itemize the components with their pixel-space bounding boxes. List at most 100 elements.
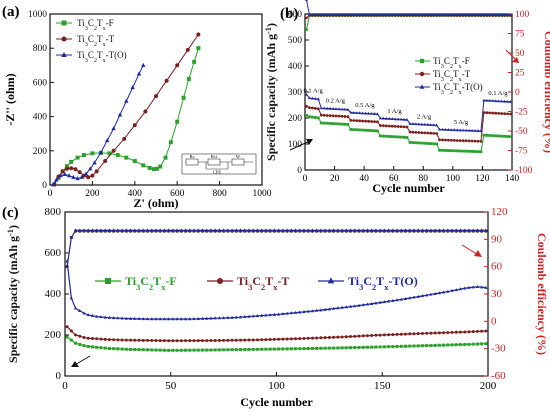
panel-b-capacity-point-T bbox=[325, 114, 329, 117]
panel-b-capacity-point-T bbox=[361, 119, 365, 123]
panel-c-capacity-point-T bbox=[365, 334, 369, 338]
panel-c-capacity-point-T bbox=[112, 338, 116, 342]
panel-b-capacity-point-T bbox=[328, 114, 332, 118]
panel-c-capacity-point-F bbox=[365, 345, 369, 349]
panel-c-capacity-point-F bbox=[281, 347, 285, 351]
panel-a-point-TO bbox=[54, 177, 59, 182]
panel-b-capacity-point-F bbox=[509, 135, 512, 139]
panel-b-capacity-point-TO bbox=[331, 107, 335, 110]
panel-c-ce-point-TO bbox=[221, 228, 226, 232]
panel-c-ce-point-TO bbox=[437, 228, 442, 232]
panel-c-legend-marker bbox=[105, 278, 111, 284]
panel-c-capacity-point-T bbox=[442, 331, 446, 335]
panel-c-capacity-point-TO bbox=[441, 290, 446, 294]
panel-b-capacity-point-T bbox=[349, 118, 353, 122]
panel-b-ce-point-T bbox=[305, 16, 308, 20]
panel-c-ce-point-TO bbox=[463, 228, 467, 232]
panel-c-legend-label-part: T bbox=[376, 274, 384, 288]
panel-c-capacity-point-TO bbox=[166, 317, 171, 321]
panel-b-x-tick-label: 60 bbox=[389, 174, 399, 184]
panel-a-inset-label: W bbox=[236, 154, 241, 159]
panel-b-capacity-point-TO bbox=[508, 100, 513, 103]
panel-b-y2-tick-label: 25 bbox=[515, 69, 525, 79]
panel-b-capacity-point-T bbox=[455, 139, 459, 142]
panel-a-point-TO bbox=[111, 126, 116, 131]
panel-b-capacity-point-F bbox=[461, 149, 465, 153]
panel-c-capacity-point-T bbox=[124, 338, 128, 342]
panel-c-ce-point-TO bbox=[128, 228, 133, 232]
panel-b-capacity-point-TO bbox=[506, 99, 510, 103]
panel-a-legend-label-part: Ti bbox=[77, 34, 85, 44]
panel-c-capacity-point-F bbox=[158, 348, 162, 352]
panel-c-capacity-point-TO bbox=[217, 316, 222, 320]
panel-c-ce-point-TO bbox=[315, 228, 319, 232]
panel-c-ce-point-TO bbox=[107, 228, 112, 232]
panel-c-capacity-point-F bbox=[374, 345, 378, 349]
panel-c-y2-tick-label: 60 bbox=[491, 261, 503, 273]
panel-b-capacity-point-TO bbox=[423, 122, 427, 126]
panel-b-legend-label-part: Ti bbox=[433, 56, 441, 66]
panel-c-ce-point-TO bbox=[323, 228, 327, 232]
panel-c-ce-point-TO bbox=[99, 228, 103, 232]
panel-c-capacity-point-F bbox=[484, 342, 488, 346]
panel-b-capacity-point-T bbox=[393, 124, 397, 128]
panel-c-ce-point-TO bbox=[420, 228, 425, 232]
panel-b-legend-label-part: T bbox=[453, 56, 459, 66]
panel-c-capacity-point-T bbox=[154, 339, 158, 343]
panel-c-ce-point-TO bbox=[344, 228, 348, 232]
panel-b-y-tick-label: 100 bbox=[288, 140, 303, 150]
panel-b-ce-point-TO bbox=[470, 13, 474, 16]
panel-b-capacity-point-T bbox=[396, 125, 400, 128]
panel-c-legend-label: Ti3C2Tx-T bbox=[237, 274, 289, 292]
panel-c-ce-point-TO bbox=[289, 228, 293, 232]
panel-b-capacity-point-TO bbox=[355, 111, 359, 114]
panel-a-point-T bbox=[103, 159, 108, 164]
panel-c-capacity-point-F bbox=[226, 348, 230, 352]
panel-c-capacity-point-TO bbox=[391, 298, 395, 302]
panel-c-ce-point-TO bbox=[192, 228, 196, 232]
panel-b-capacity-point-TO bbox=[337, 107, 341, 111]
panel-b-legend-label-part: Ti bbox=[433, 82, 441, 92]
panel-b-ce-point-TO bbox=[325, 13, 329, 16]
panel-b-x-tick-label: 80 bbox=[419, 174, 429, 184]
panel-c-ce-point-TO bbox=[370, 228, 374, 232]
panel-b-capacity-point-F bbox=[349, 128, 353, 131]
panel-c-capacity-point-T bbox=[99, 337, 103, 341]
panel-c-capacity-point-T bbox=[327, 335, 331, 339]
panel-c-capacity-point-TO bbox=[310, 309, 315, 313]
panel-a-point-F bbox=[175, 119, 180, 124]
panel-c-capacity-point-T bbox=[429, 331, 433, 335]
panel-c-capacity-point-F bbox=[272, 347, 276, 351]
panel-a-frame bbox=[49, 13, 263, 186]
panel-b-capacity-point-F bbox=[343, 122, 347, 126]
panel-c-capacity-point-T bbox=[150, 338, 154, 342]
panel-c-legend-label-part: x bbox=[273, 283, 278, 292]
panel-c-capacity-point-TO bbox=[340, 305, 344, 309]
panel-b-capacity-point-F bbox=[417, 141, 421, 145]
panel-b-ce-point-F bbox=[305, 28, 308, 31]
panel-c-capacity-point-TO bbox=[357, 303, 361, 307]
panel-c-capacity-point-TO bbox=[90, 313, 95, 317]
panel-a-point-F bbox=[155, 166, 160, 171]
panel-b-y2-tick-label: 50 bbox=[515, 49, 525, 59]
panel-a-point-TO bbox=[79, 174, 84, 179]
panel-b-capacity-point-TO bbox=[446, 128, 450, 131]
panel-c-ce-point-TO bbox=[175, 228, 179, 232]
panel-c-y2-tick-label: -30 bbox=[491, 343, 506, 355]
panel-b-capacity-point-T bbox=[358, 119, 362, 123]
panel-b-capacity-line-T bbox=[306, 105, 511, 142]
panel-c-capacity-point-F bbox=[209, 348, 213, 352]
panel-c-ce-line-T bbox=[66, 230, 486, 267]
panel-b-ce-point-TO bbox=[384, 13, 388, 16]
panel-c-capacity-point-F bbox=[459, 343, 463, 347]
panel-b-ce-point-TO bbox=[337, 13, 341, 16]
panel-a-point-TO bbox=[130, 85, 135, 90]
panel-c-capacity-point-T bbox=[298, 337, 302, 341]
panel-a-legend-label-part: T bbox=[97, 18, 103, 28]
panel-c-capacity-point-TO bbox=[386, 299, 391, 303]
panel-b-ce-point-TO bbox=[491, 13, 495, 16]
panel-c-ce-point-TO bbox=[471, 228, 475, 232]
panel-b-capacity-point-T bbox=[420, 131, 424, 135]
panel-b-ce-point-TO bbox=[432, 13, 436, 16]
panel-c-capacity-point-F bbox=[349, 346, 353, 350]
